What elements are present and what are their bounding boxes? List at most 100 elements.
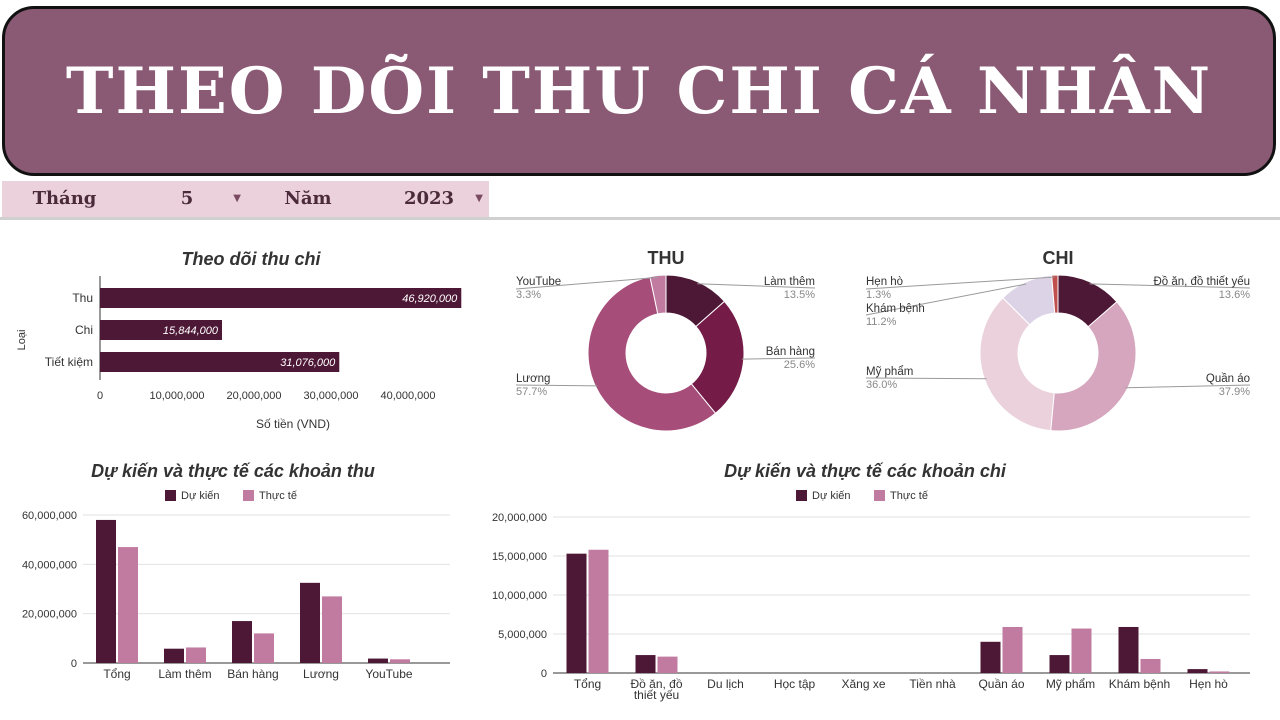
chi-slice-pct: 1.3% — [866, 289, 891, 301]
thu-slice — [587, 276, 717, 432]
thu-slice — [649, 274, 667, 315]
chart4-legend-swatch — [243, 490, 254, 501]
chart5-category-label: Học tập — [774, 677, 816, 691]
chart4-tick-label: 20,000,000 — [22, 609, 77, 621]
chart5-category-label: Xăng xe — [841, 677, 885, 691]
chart5-bar — [1118, 626, 1139, 673]
chart4-category-label: Làm thêm — [158, 667, 211, 681]
chart4-legend-swatch — [165, 490, 176, 501]
chi-slice — [1051, 274, 1059, 314]
chart5-category-label: Khám bệnh — [1109, 677, 1170, 691]
chart5-tick-label: 20,000,000 — [492, 512, 547, 524]
chi-slice-label: Quần áo — [1206, 373, 1250, 385]
year-dropdown-icon[interactable]: ▼ — [475, 193, 483, 204]
chart4-bar — [118, 547, 138, 663]
chart5-category-label: Du lịch — [707, 677, 744, 691]
month-value: 5 — [180, 188, 194, 209]
chi-slice-pct: 37.9% — [1219, 386, 1250, 398]
chi-slice — [1050, 301, 1137, 432]
chi-slice-label: Hẹn hò — [866, 276, 903, 288]
chart5-bar — [1140, 658, 1161, 673]
chart4-legend-label: Thực tế — [259, 490, 297, 502]
chart5-legend-label: Thực tế — [890, 490, 928, 502]
chart1-xlabel: Số tiền (VND) — [256, 417, 330, 431]
chart4-bar — [232, 621, 252, 663]
thu-title: THU — [648, 248, 685, 268]
month-label: Tháng — [2, 181, 127, 217]
thu-slice-pct: 57.7% — [516, 386, 547, 398]
chart5-category-label: Mỹ phẩm — [1046, 677, 1095, 691]
chi-slice-pct: 13.6% — [1219, 289, 1250, 301]
chi-leader — [1125, 384, 1251, 389]
chart4-tick-label: 0 — [71, 658, 77, 670]
chart5-tick-label: 5,000,000 — [498, 629, 547, 641]
chart4-title: Dự kiến và thực tế các khoản thu — [91, 461, 375, 481]
chart5-bar — [1187, 669, 1208, 673]
chi-slice-label: Khám bệnh — [866, 303, 925, 315]
chart5-title: Dự kiến và thực tế các khoản chi — [724, 461, 1007, 481]
chi-slice-label: Mỹ phẩm — [866, 366, 913, 378]
thu-leader — [515, 276, 659, 290]
chi-leader — [1089, 283, 1251, 289]
thu-slice-label: YouTube — [516, 276, 561, 288]
chart4-bar — [368, 658, 388, 663]
chart5-category-label: Đồ ăn, đồ — [630, 677, 682, 691]
year-select[interactable]: 2023 ▼ — [369, 181, 489, 217]
chart1-ylabel: Loại — [16, 330, 28, 351]
chart1-tick-label: 0 — [97, 390, 103, 402]
chart1-bar — [100, 288, 462, 308]
chart5-legend-swatch — [874, 490, 885, 501]
thu-slice-label: Bán hàng — [766, 346, 815, 358]
page-title: THEO DÕI THU CHI CÁ NHÂN — [65, 53, 1213, 129]
chart1-category-label: Tiết kiệm — [45, 355, 93, 369]
chart1-tick-label: 20,000,000 — [226, 390, 281, 402]
year-label: Năm — [247, 181, 369, 217]
month-dropdown-icon[interactable]: ▼ — [233, 193, 241, 204]
chart5-bar — [1002, 626, 1023, 673]
chart5-category-label: Quần áo — [978, 677, 1024, 691]
chart5-category-label: thiết yếu — [634, 688, 679, 702]
chart4-bar — [96, 519, 116, 663]
thu-slice-pct: 13.5% — [784, 289, 815, 301]
chart1-bar — [100, 352, 340, 372]
thu-leader — [697, 283, 816, 289]
chart4-category-label: Tổng — [103, 667, 130, 681]
chart1-data-label: 15,844,000 — [163, 325, 219, 337]
chi-title: CHI — [1043, 248, 1074, 268]
chart5-category-label: Hẹn hò — [1189, 677, 1228, 691]
chart4-bar — [186, 647, 206, 663]
chart1-bar — [100, 320, 222, 340]
chart5-bar — [635, 655, 656, 673]
chi-leader — [865, 377, 987, 380]
chart5-bar — [980, 641, 1001, 673]
chart5-legend-swatch — [796, 490, 807, 501]
chart5-legend-label: Dự kiến — [812, 490, 851, 502]
chart4-category-label: YouTube — [365, 667, 412, 681]
chart5-tick-label: 10,000,000 — [492, 590, 547, 602]
thu-slice-label: Lương — [516, 373, 550, 385]
chart5-bar — [588, 549, 609, 673]
chart1-data-label: 31,076,000 — [280, 357, 336, 369]
chart5-category-label: Tổng — [574, 677, 601, 691]
chart1-tick-label: 10,000,000 — [149, 390, 204, 402]
chart4-tick-label: 60,000,000 — [22, 510, 77, 522]
chart5-category-label: Tiền nhà — [909, 677, 956, 691]
chart4-bar — [390, 659, 410, 663]
chart1-title: Theo dõi thu chi — [182, 249, 322, 269]
chart5-bar — [1071, 628, 1092, 673]
chart4-bar — [254, 633, 274, 663]
chart5-bar — [566, 553, 587, 673]
chart4-category-label: Bán hàng — [227, 667, 278, 681]
chi-leader — [865, 283, 1027, 316]
chi-slice-pct: 11.2% — [866, 316, 897, 328]
chart1-data-label: 46,920,000 — [402, 293, 458, 305]
month-select[interactable]: 5 ▼ — [127, 181, 247, 217]
thu-leader — [741, 357, 816, 360]
chart5-tick-label: 15,000,000 — [492, 551, 547, 563]
year-value: 2023 — [403, 188, 455, 209]
chart5-bar — [1049, 655, 1070, 673]
chart4-category-label: Lương — [303, 667, 339, 681]
chart1-tick-label: 40,000,000 — [380, 390, 435, 402]
chart5-tick-label: 0 — [541, 668, 547, 680]
